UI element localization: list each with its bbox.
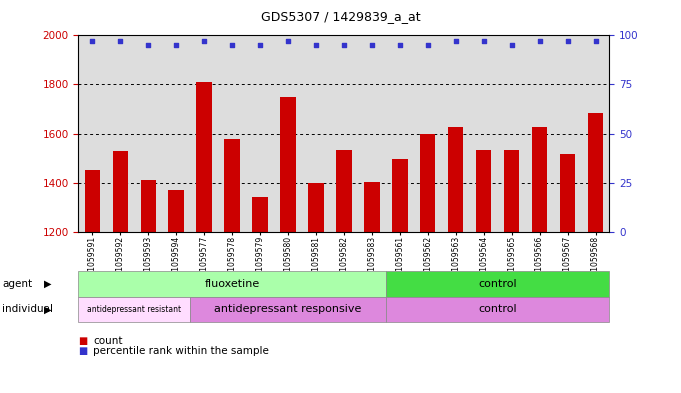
Point (478, 38, 489, 44)
Bar (420, 134, 435, 232)
Bar (336, 150, 351, 232)
Point (87, 38, 98, 44)
Point (283, 38, 294, 44)
Text: ▶: ▶ (44, 279, 52, 289)
Text: agent: agent (2, 279, 32, 289)
Point (422, 42, 433, 48)
Bar (281, 97, 296, 232)
Point (394, 42, 405, 48)
Point (199, 38, 210, 44)
Point (171, 42, 182, 48)
Bar (253, 197, 268, 232)
Point (227, 42, 238, 48)
Point (506, 42, 517, 48)
Text: control: control (478, 305, 517, 314)
Text: ▶: ▶ (44, 305, 52, 314)
Bar (532, 127, 548, 232)
Point (366, 42, 377, 48)
Bar (196, 82, 212, 232)
Bar (308, 183, 323, 232)
Point (311, 42, 321, 48)
Point (338, 42, 349, 48)
Bar (112, 151, 128, 232)
Text: percentile rank within the sample: percentile rank within the sample (93, 346, 269, 356)
Point (590, 38, 601, 44)
Point (255, 42, 266, 48)
Text: antidepressant resistant: antidepressant resistant (87, 305, 181, 314)
Bar (392, 160, 407, 232)
Bar (84, 171, 100, 232)
Bar (448, 127, 463, 232)
Point (143, 42, 154, 48)
Bar (476, 150, 492, 232)
Text: ■: ■ (78, 336, 88, 346)
Point (534, 38, 545, 44)
Bar (588, 113, 603, 232)
Point (450, 38, 461, 44)
Bar (168, 190, 184, 232)
Text: antidepressant responsive: antidepressant responsive (215, 305, 362, 314)
Point (115, 38, 126, 44)
Text: count: count (93, 336, 123, 346)
Point (562, 38, 573, 44)
Text: ■: ■ (78, 346, 88, 356)
Text: GDS5307 / 1429839_a_at: GDS5307 / 1429839_a_at (261, 10, 420, 23)
Bar (560, 154, 575, 232)
Bar (364, 182, 379, 232)
Bar (504, 150, 520, 232)
Text: fluoxetine: fluoxetine (204, 279, 259, 289)
Text: individual: individual (2, 305, 53, 314)
Bar (140, 180, 156, 232)
Text: control: control (478, 279, 517, 289)
Bar (224, 138, 240, 232)
